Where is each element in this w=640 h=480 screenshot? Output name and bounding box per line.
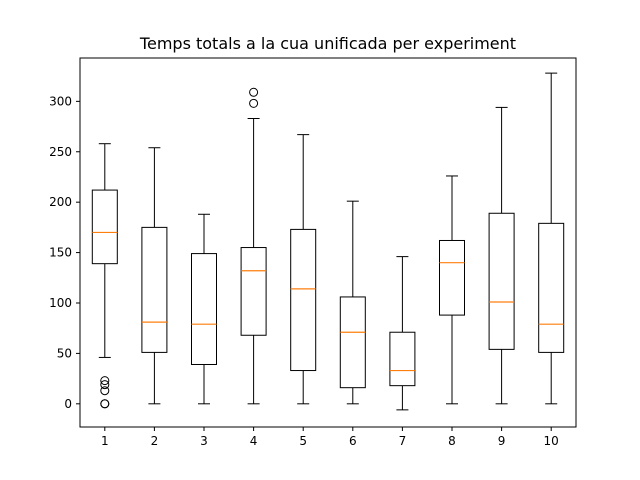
box-group-3 [191,213,217,405]
box-iqr [141,226,168,353]
x-tick-label: 5 [299,434,307,448]
x-tick-label: 3 [200,434,208,448]
x-tick-label: 6 [349,434,357,448]
outlier-point [100,399,110,409]
box-iqr [240,247,267,336]
outlier-point [249,98,259,108]
x-tick-label: 2 [151,434,159,448]
box-iqr [290,228,317,372]
box-group-2 [141,147,168,405]
box-group-5 [290,134,317,405]
box-iqr [339,296,366,389]
box-group-10 [538,72,565,405]
box-iqr [191,253,217,365]
box-iqr [91,189,118,265]
chart-title: Temps totals a la cua unificada per expe… [139,34,516,53]
y-tick-label: 100 [49,296,72,310]
y-tick-label: 50 [57,346,72,360]
outlier-point [100,376,110,386]
x-tick-label: 4 [250,434,258,448]
y-axis: 0 50 100 150 200 250 300 [49,94,80,411]
boxes-layer [91,72,565,411]
box-iqr [538,222,565,353]
box-group-4 [240,87,267,405]
y-tick-label: 250 [49,145,72,159]
x-tick-label: 8 [448,434,456,448]
y-tick-label: 300 [49,94,72,108]
y-tick-label: 200 [49,195,72,209]
box-iqr [439,239,465,316]
box-group-9 [488,106,515,405]
box-group-1 [91,143,118,409]
x-tick-label: 1 [101,434,109,448]
x-tick-label: 9 [498,434,506,448]
box-iqr [389,331,416,387]
x-tick-label: 7 [399,434,407,448]
y-tick-label: 0 [64,397,72,411]
outlier-point [249,87,259,97]
x-axis: 1 2 3 4 5 6 7 8 9 10 [101,427,559,448]
box-group-8 [439,175,465,405]
box-iqr [488,212,515,350]
x-tick-label: 10 [544,434,559,448]
outlier-point [100,380,110,390]
box-group-6 [339,200,366,405]
outlier-point [100,386,110,396]
y-tick-label: 150 [49,246,72,260]
plot-area-frame [79,57,577,428]
box-group-7 [389,256,416,411]
